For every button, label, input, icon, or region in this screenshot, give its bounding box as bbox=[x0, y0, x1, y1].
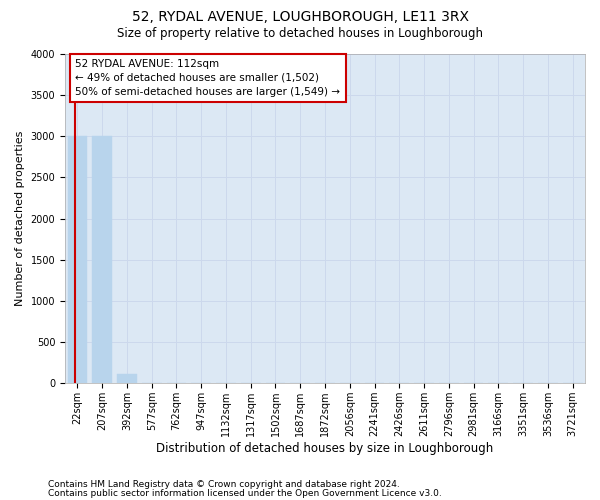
Text: Size of property relative to detached houses in Loughborough: Size of property relative to detached ho… bbox=[117, 28, 483, 40]
Bar bbox=[117, 374, 137, 384]
Text: Contains public sector information licensed under the Open Government Licence v3: Contains public sector information licen… bbox=[48, 488, 442, 498]
Text: 52 RYDAL AVENUE: 112sqm
← 49% of detached houses are smaller (1,502)
50% of semi: 52 RYDAL AVENUE: 112sqm ← 49% of detache… bbox=[76, 59, 340, 97]
Y-axis label: Number of detached properties: Number of detached properties bbox=[15, 131, 25, 306]
Text: 52, RYDAL AVENUE, LOUGHBOROUGH, LE11 3RX: 52, RYDAL AVENUE, LOUGHBOROUGH, LE11 3RX bbox=[131, 10, 469, 24]
Bar bbox=[92, 136, 112, 384]
Text: Contains HM Land Registry data © Crown copyright and database right 2024.: Contains HM Land Registry data © Crown c… bbox=[48, 480, 400, 489]
Bar bbox=[68, 136, 88, 384]
X-axis label: Distribution of detached houses by size in Loughborough: Distribution of detached houses by size … bbox=[157, 442, 494, 455]
